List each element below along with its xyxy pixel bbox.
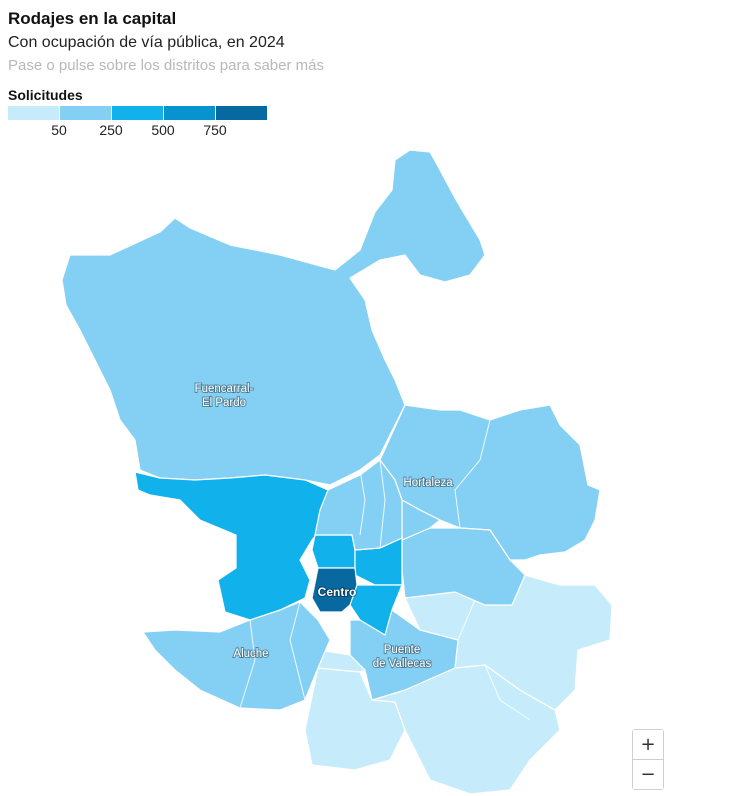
boundary-line bbox=[239, 619, 256, 709]
zoom-control: + − bbox=[632, 729, 664, 790]
boundary-line bbox=[289, 601, 306, 701]
boundary-line bbox=[457, 599, 476, 641]
district-chamberi[interactable] bbox=[311, 534, 356, 569]
boundary-line bbox=[379, 459, 386, 549]
legend-color-bar bbox=[8, 106, 268, 120]
map-hint: Pase o pulse sobre los distritos para sa… bbox=[8, 57, 324, 74]
district-san-blas[interactable] bbox=[401, 527, 526, 606]
legend-swatch-0 bbox=[8, 106, 59, 120]
boundary-line bbox=[359, 469, 366, 536]
map-subtitle: Con ocupación de vía pública, en 2024 bbox=[8, 34, 285, 51]
zoom-out-button[interactable]: − bbox=[633, 760, 663, 789]
district-villaverde[interactable] bbox=[304, 667, 406, 771]
map-header: Rodajes en la capital Con ocupación de v… bbox=[8, 8, 324, 76]
district-tetuan-chamartin[interactable] bbox=[314, 459, 403, 551]
label-fuencarral-line2: El Pardo bbox=[202, 397, 246, 409]
madrid-district-map: Fuencarral- El Pardo Hortaleza Centro Al… bbox=[61, 149, 613, 795]
zoom-in-button[interactable]: + bbox=[633, 730, 663, 759]
legend-tick: 250 bbox=[99, 122, 123, 138]
label-fuencarral-line1: Fuencarral- bbox=[195, 383, 254, 395]
zoom-divider bbox=[633, 759, 663, 760]
district-moncloa-aravaca[interactable] bbox=[134, 471, 329, 621]
district-centro[interactable] bbox=[311, 567, 358, 613]
map-title: Rodajes en la capital bbox=[8, 9, 177, 28]
legend-swatch-3 bbox=[164, 106, 215, 120]
legend-ticks: 50 250 500 750 bbox=[8, 120, 268, 138]
legend-tick: 750 bbox=[203, 122, 227, 138]
label-vallecas-line2: de Vallecas bbox=[373, 658, 432, 670]
legend-tick: 500 bbox=[151, 122, 175, 138]
boundary-line bbox=[454, 419, 491, 529]
legend-swatch-2 bbox=[112, 106, 163, 120]
legend-swatch-4 bbox=[216, 106, 267, 120]
legend-tick: 50 bbox=[51, 122, 67, 138]
boundary-line bbox=[484, 664, 531, 721]
legend-title: Solicitudes bbox=[8, 87, 83, 103]
label-aluche: Aluche bbox=[233, 648, 268, 660]
legend-swatch-1 bbox=[60, 106, 111, 120]
label-hortaleza: Hortaleza bbox=[403, 477, 453, 489]
district-latina[interactable] bbox=[142, 601, 331, 711]
label-centro: Centro bbox=[318, 585, 357, 599]
district-retiro[interactable] bbox=[349, 584, 403, 636]
label-vallecas-line1: Puente bbox=[384, 644, 420, 656]
district-fuencarral-el-pardo[interactable] bbox=[61, 149, 486, 486]
legend: Solicitudes 50 250 500 750 bbox=[8, 86, 268, 138]
